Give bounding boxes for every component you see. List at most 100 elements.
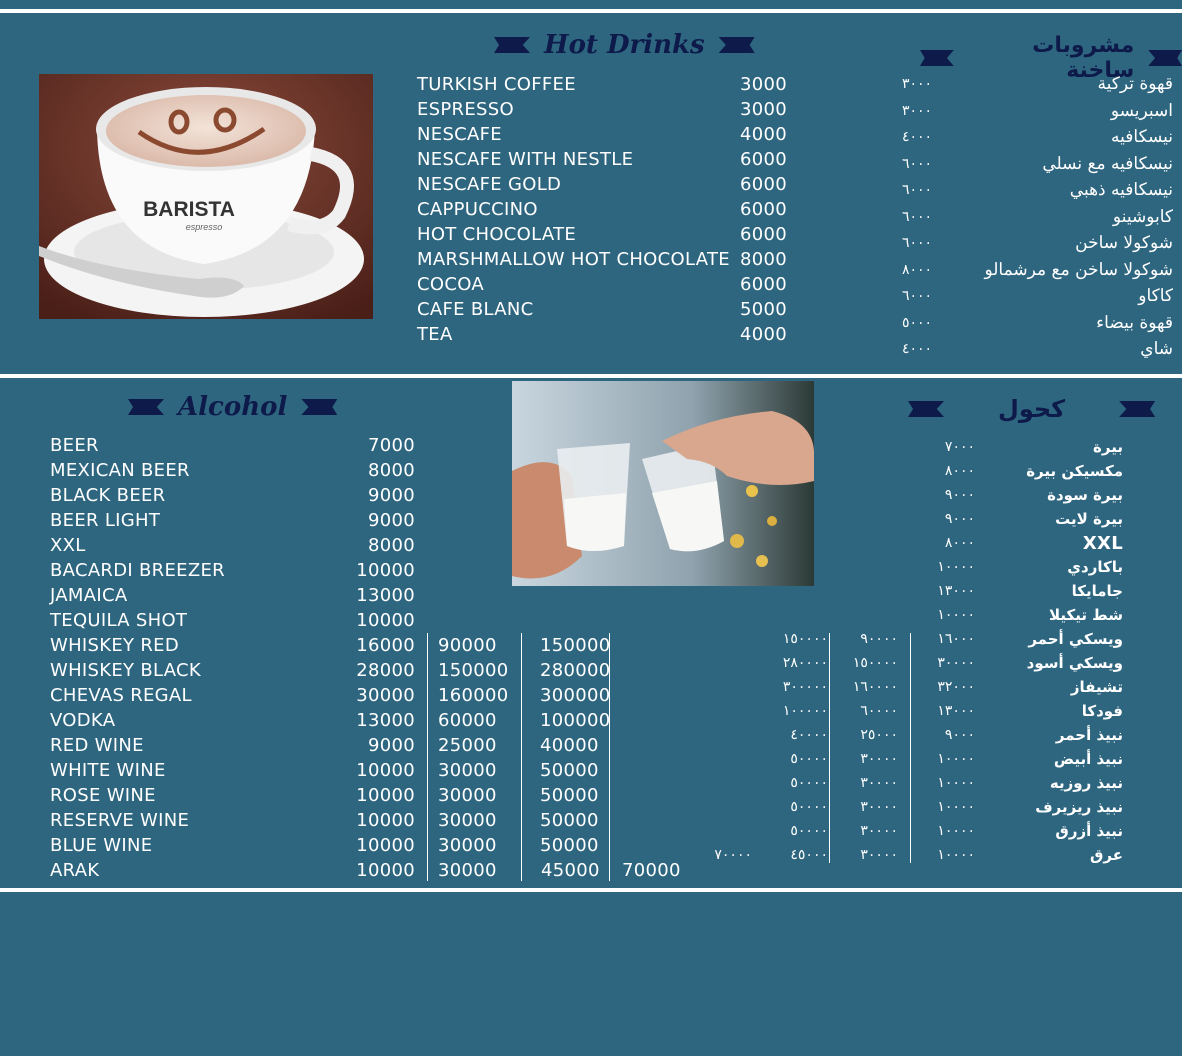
- en-col-divider-2: [521, 633, 522, 881]
- alcohol-price-ar: ٢٥٠٠٠: [860, 727, 898, 743]
- alcohol-name: BEER LIGHT: [50, 510, 161, 531]
- alcohol-price-ar: ٩٠٠٠٠: [860, 631, 898, 647]
- alcohol-price-ar: ١٥٠٠٠٠: [852, 655, 898, 671]
- hot-drink-name-ar: نيسكافيه: [1111, 127, 1173, 147]
- alcohol-price: 30000: [438, 810, 497, 831]
- alcohol-price-ar: ٣٠٠٠٠: [860, 775, 898, 791]
- hot-drink-price-ar: ٤٠٠٠: [902, 341, 933, 357]
- hot-drink-price-ar: ٦٠٠٠: [902, 155, 933, 172]
- hot-drink-price-ar: ٤٠٠٠: [902, 129, 933, 145]
- hot-drink-name-ar: كابوشينو: [1112, 206, 1173, 227]
- alcohol-name-ar: بيرة لايت: [1055, 510, 1123, 528]
- alcohol-name-ar: XXL: [1082, 533, 1123, 554]
- alcohol-price-ar: ٣٠٠٠٠: [860, 799, 898, 815]
- alcohol-price-ar: ٥٠٠٠٠: [790, 775, 828, 791]
- alcohol-price-ar: ١٠٠٠٠: [937, 607, 975, 623]
- alcohol-price: 30000: [438, 835, 497, 856]
- alcohol-price: 8000: [367, 460, 415, 481]
- bottom-rule: [0, 888, 1182, 892]
- alcohol-price-ar: ١٠٠٠٠٠: [782, 703, 828, 719]
- alcohol-name: XXL: [50, 535, 86, 556]
- ribbon-icon: [301, 399, 338, 415]
- alcohol-price: 90000: [438, 635, 497, 656]
- alcohol-name-ar: مكسيكن بيرة: [1026, 462, 1123, 480]
- alcohol-price-ar: ١٦٠٠٠٠: [852, 679, 898, 695]
- hot-drink-name: CAPPUCCINO: [417, 199, 538, 220]
- hot-drink-price: 5000: [740, 299, 788, 320]
- alcohol-price: 30000: [438, 860, 497, 881]
- alcohol-name-ar: نبيذ أحمر: [1055, 726, 1123, 744]
- alcohol-price: 28000: [356, 660, 415, 681]
- alcohol-price: 25000: [438, 735, 497, 756]
- hot-drink-name-ar: شوكولا ساخن مع مرشمالو: [984, 259, 1173, 280]
- alcohol-price-ar: ٤٥٠٠٠: [790, 847, 828, 863]
- alcohol-price: 40000: [540, 735, 599, 756]
- hot-drink-price: 3000: [740, 99, 788, 120]
- alcohol-name-ar: عرق: [1090, 846, 1123, 864]
- alcohol-title-en: Alcohol: [178, 392, 288, 422]
- alcohol-price-ar: ٥٠٠٠٠: [790, 823, 828, 839]
- alcohol-name: WHISKEY RED: [50, 635, 180, 656]
- hot-drink-price: 4000: [740, 324, 788, 345]
- hot-drink-name: HOT CHOCOLATE: [417, 224, 577, 245]
- alcohol-name: CHEVAS REGAL: [50, 685, 192, 706]
- hot-drink-price-ar: ٦٠٠٠: [902, 208, 933, 225]
- alcohol-name: WHISKEY BLACK: [50, 660, 202, 681]
- alcohol-name-ar: جامايكا: [1071, 582, 1123, 600]
- alcohol-price: 10000: [356, 560, 415, 581]
- alcohol-price: 8000: [367, 535, 415, 556]
- coffee-cup-photo: BARISTA espresso: [39, 74, 373, 319]
- hot-drinks-title-en: Hot Drinks: [544, 30, 705, 60]
- alcohol-name-ar: ويسكي أحمر: [1028, 630, 1123, 648]
- alcohol-price-ar: ١٠٠٠٠: [937, 751, 975, 767]
- alcohol-price-ar: ١٠٠٠٠: [937, 847, 975, 863]
- hot-drink-name-ar: شوكولا ساخن: [1075, 233, 1173, 253]
- alcohol-price-ar: ١٠٠٠٠: [937, 559, 975, 575]
- alcohol-price: 50000: [540, 810, 599, 831]
- alcohol-price-ar: ٩٠٠٠: [944, 487, 975, 503]
- hot-drink-price: 3000: [740, 74, 788, 95]
- ribbon-icon: [494, 37, 530, 53]
- alcohol-price: 300000: [540, 685, 611, 706]
- alcohol-name-ar: نبيذ أبيض: [1053, 750, 1123, 768]
- hot-drink-name-ar: نيسكافيه ذهبي: [1069, 180, 1173, 200]
- alcohol-name: ARAK: [50, 860, 100, 881]
- hot-drink-price-ar: ٨٠٠٠: [902, 261, 933, 278]
- hot-drink-price: 8000: [740, 249, 788, 270]
- alcohol-price-ar: ٢٨٠٠٠٠: [782, 655, 828, 671]
- alcohol-name: BLACK BEER: [50, 485, 166, 506]
- hot-drink-price: 4000: [740, 124, 788, 145]
- alcohol-price: 70000: [622, 860, 681, 881]
- hot-drink-price: 6000: [740, 199, 788, 220]
- hot-drink-name: NESCAFE WITH NESTLE: [417, 149, 634, 170]
- alcohol-price-ar: ٦٠٠٠٠: [860, 703, 898, 719]
- alcohol-name: RED WINE: [50, 735, 144, 756]
- ribbon-icon: [1119, 401, 1156, 417]
- hot-drink-name: COCOA: [417, 274, 484, 295]
- top-rule: [0, 9, 1182, 13]
- alcohol-price-ar: ٥٠٠٠٠: [790, 751, 828, 767]
- alcohol-price-ar: ٣٠٠٠٠: [860, 751, 898, 767]
- alcohol-price: 16000: [356, 635, 415, 656]
- hot-drink-price-ar: ٣٠٠٠: [902, 102, 933, 119]
- ribbon-icon: [908, 401, 944, 417]
- alcohol-price-ar: ١٠٠٠٠: [937, 799, 975, 815]
- alcohol-name: BEER: [50, 435, 99, 456]
- alcohol-price: 150000: [438, 660, 509, 681]
- ar-col-divider-2: [910, 633, 911, 863]
- alcohol-price-ar: ٨٠٠٠: [944, 463, 975, 479]
- alcohol-price: 30000: [438, 785, 497, 806]
- hot-drink-name: CAFE BLANC: [417, 299, 534, 320]
- alcohol-name-ar: شط تيكيلا: [1048, 606, 1123, 624]
- hot-drink-name-ar: قهوة بيضاء: [1096, 312, 1173, 333]
- alcohol-price: 9000: [367, 485, 415, 506]
- hot-drink-price: 6000: [740, 149, 788, 170]
- alcohol-price-ar: ٧٠٠٠٠: [714, 847, 752, 863]
- hot-drink-name: MARSHMALLOW HOT CHOCOLATE: [417, 249, 730, 270]
- alcohol-price: 13000: [356, 710, 415, 731]
- alcohol-price-ar: ١٥٠٠٠٠: [782, 631, 828, 647]
- hot-drink-name: TURKISH COFFEE: [417, 74, 576, 95]
- hot-drink-price-ar: ٣٠٠٠: [902, 76, 933, 92]
- alcohol-price: 150000: [540, 635, 611, 656]
- alcohol-name: WHITE WINE: [50, 760, 166, 781]
